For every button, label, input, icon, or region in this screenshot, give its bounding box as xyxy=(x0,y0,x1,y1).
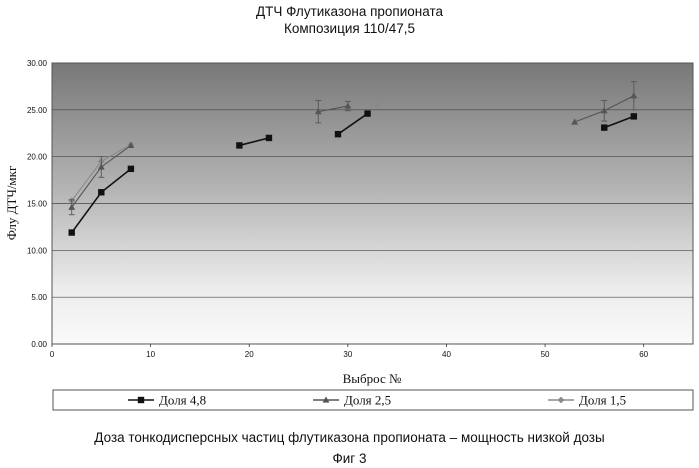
data-point-square xyxy=(98,189,104,195)
figure-label: Фиг 3 xyxy=(0,451,699,466)
data-point-square xyxy=(236,142,242,148)
x-tick-label: 10 xyxy=(146,350,155,359)
x-tick-label: 30 xyxy=(343,350,352,359)
y-tick-label: 15.00 xyxy=(27,200,48,209)
x-tick-label: 0 xyxy=(50,350,55,359)
chart: 0.00 5.00 10.00 15.00 20.00 25.00 30.00 0 10 20 30… xyxy=(0,0,699,430)
y-tick-label: 20.00 xyxy=(27,153,48,162)
y-tick-label: 10.00 xyxy=(27,246,48,255)
y-tick-label: 25.00 xyxy=(27,106,48,115)
data-point-square xyxy=(335,131,341,137)
data-point-square xyxy=(266,135,272,141)
legend-label: Доля 1,5 xyxy=(579,393,626,408)
x-tick-label: 40 xyxy=(442,350,451,359)
y-tick-label: 30.00 xyxy=(27,59,48,68)
x-tick-label: 20 xyxy=(245,350,254,359)
legend: Доля 4,8 Доля 2,5 Доля 1,5 xyxy=(53,390,693,410)
legend-marker xyxy=(138,397,144,403)
y-axis-label: Флу ДТЧ/мкг xyxy=(4,166,19,241)
figure-caption: Доза тонкодисперсных частиц флутиказона … xyxy=(0,430,699,445)
x-tick-label: 60 xyxy=(639,350,648,359)
legend-label: Доля 2,5 xyxy=(344,393,391,408)
legend-label: Доля 4,8 xyxy=(159,393,206,408)
y-tick-label: 5.00 xyxy=(31,293,47,302)
x-axis-label: Выброс № xyxy=(343,371,402,386)
data-point-square xyxy=(631,113,637,119)
data-point-square xyxy=(128,166,134,172)
data-point-square xyxy=(69,229,75,235)
x-tick-label: 50 xyxy=(541,350,550,359)
y-tick-label: 0.00 xyxy=(31,340,47,349)
data-point-square xyxy=(364,110,370,116)
data-point-square xyxy=(601,124,607,130)
